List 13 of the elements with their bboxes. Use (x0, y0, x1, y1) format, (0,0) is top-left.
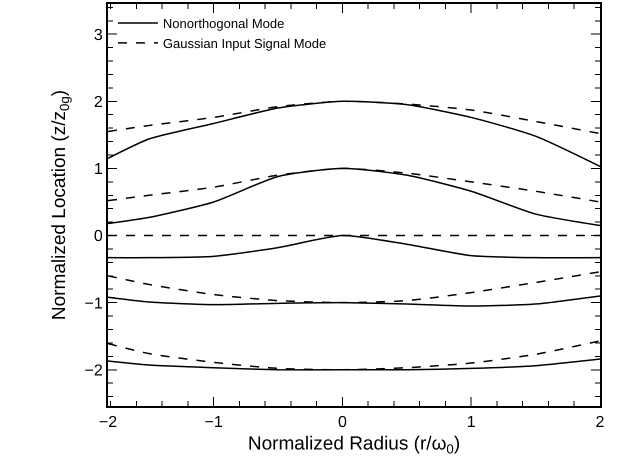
x-tick-label: −1 (204, 414, 223, 432)
y-tick-label: 3 (94, 26, 103, 44)
y-tick-label: 1 (94, 161, 103, 178)
y-tick-label: −1 (84, 295, 103, 312)
y-tick-label: −2 (84, 362, 103, 380)
x-axis-title: Normalized Radius (r/ω$_{0}$) (248, 434, 460, 456)
legend-label: Gaussian Input Signal Mode (162, 36, 326, 51)
y-tick-label: 2 (94, 94, 103, 111)
x-tick-label: 0 (338, 414, 347, 432)
x-tick-label: 2 (596, 414, 605, 432)
legend-label: Nonorthogonal Mode (162, 16, 284, 32)
x-tick-label: 1 (466, 414, 476, 432)
y-tick-label: 0 (94, 228, 103, 246)
